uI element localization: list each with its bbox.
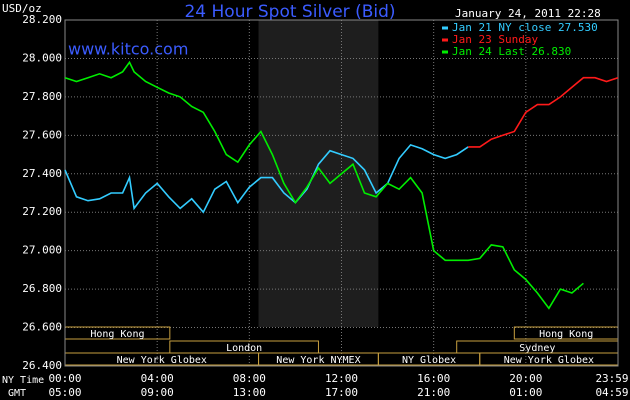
y-tick-label: 27.000: [22, 244, 62, 257]
x-tick-label: 04:00: [141, 372, 174, 385]
y-tick-label: 26.400: [22, 359, 62, 372]
x-tick-label: 20:00: [509, 372, 542, 385]
session-label: Sydney: [519, 343, 555, 354]
session-shade: [258, 20, 379, 327]
y-tick-label: 26.800: [22, 282, 62, 295]
legend-label: Jan 21 NY close 27.530: [452, 21, 598, 34]
legend-label: Jan 23 Sunday: [452, 33, 538, 46]
session-label: New York NYMEX: [276, 355, 360, 366]
y-tick-label: 27.600: [22, 128, 62, 141]
y-tick-label: 27.800: [22, 90, 62, 103]
x-tick-label-gmt: 21:00: [417, 386, 450, 399]
session-label: Hong Kong: [539, 329, 593, 340]
x-tick-label-gmt: 04:59: [595, 386, 628, 399]
x-tick-label-gmt: 13:00: [233, 386, 266, 399]
session-label: New York Globex: [504, 355, 594, 366]
x-tick-label: 23:59: [595, 372, 628, 385]
x-tick-label: 00:00: [48, 372, 81, 385]
session-label: New York Globex: [117, 355, 207, 366]
y-tick-label: 27.400: [22, 167, 62, 180]
session-label: Hong Kong: [90, 329, 144, 340]
x-tick-label-gmt: 17:00: [325, 386, 358, 399]
x-tick-label-gmt: 05:00: [48, 386, 81, 399]
session-label: London: [226, 343, 262, 354]
series-line: [64, 143, 469, 214]
y-tick-label: 27.200: [22, 205, 62, 218]
timestamp: January 24, 2011 22:28: [455, 7, 601, 20]
x-tick-label: 08:00: [233, 372, 266, 385]
x-row-label: NY Time: [2, 375, 44, 386]
plot-frame: [64, 19, 619, 367]
x-tick-label-gmt: 01:00: [509, 386, 542, 399]
x-row-label: GMT: [8, 388, 26, 399]
legend-label: Jan 24 Last 26.830: [452, 45, 571, 58]
y-tick-label: 28.200: [22, 13, 62, 26]
y-tick-label: 26.600: [22, 321, 62, 334]
y-axis-label: USD/oz: [2, 2, 42, 15]
y-tick-label: 28.000: [22, 51, 62, 64]
series-line: [64, 60, 584, 310]
chart-title: 24 Hour Spot Silver (Bid): [184, 2, 395, 22]
x-tick-label: 12:00: [325, 372, 358, 385]
watermark: www.kitco.com: [68, 40, 188, 59]
x-tick-label: 16:00: [417, 372, 450, 385]
x-tick-label-gmt: 09:00: [141, 386, 174, 399]
series-line: [468, 76, 619, 148]
session-label: NY Globex: [402, 355, 456, 366]
